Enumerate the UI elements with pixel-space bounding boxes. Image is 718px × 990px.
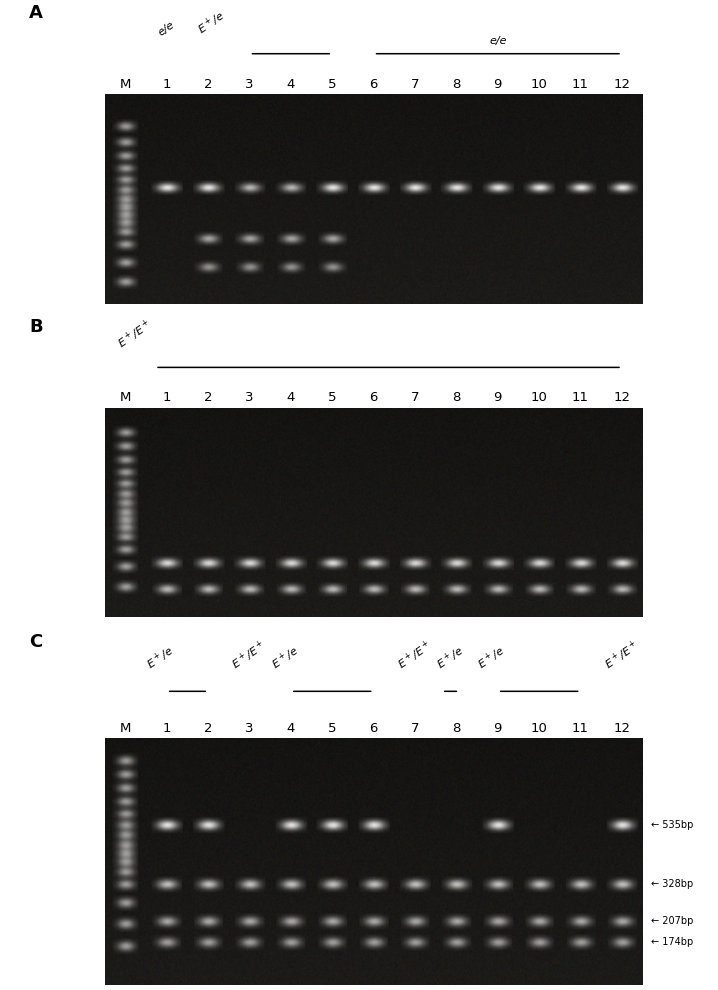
Text: $E^+$/e: $E^+$/e	[269, 643, 302, 673]
Text: 5: 5	[328, 391, 337, 405]
Text: 6: 6	[370, 78, 378, 91]
Text: 3: 3	[246, 722, 253, 735]
Text: $E^+$/e: $E^+$/e	[434, 643, 467, 673]
Text: 5: 5	[328, 722, 337, 735]
Text: 3: 3	[246, 78, 253, 91]
Text: 2: 2	[204, 391, 213, 405]
Text: $E^+$/$E^+$: $E^+$/$E^+$	[114, 317, 155, 352]
Text: $E^+$/e: $E^+$/e	[194, 8, 228, 39]
Text: 12: 12	[613, 391, 630, 405]
Text: 2: 2	[204, 722, 213, 735]
Text: M: M	[120, 78, 131, 91]
Text: 8: 8	[452, 391, 460, 405]
Text: 11: 11	[572, 391, 589, 405]
Text: 8: 8	[452, 722, 460, 735]
Text: ← 535bp: ← 535bp	[651, 820, 694, 830]
Text: $E^+$/e: $E^+$/e	[144, 643, 178, 673]
Text: C: C	[29, 634, 42, 651]
Text: 1: 1	[162, 722, 171, 735]
Text: 10: 10	[531, 722, 548, 735]
Text: $E^+$/$E^+$: $E^+$/$E^+$	[229, 638, 270, 673]
Text: $E^+$/e: $E^+$/e	[475, 643, 509, 673]
Text: 11: 11	[572, 722, 589, 735]
Text: 9: 9	[493, 78, 502, 91]
Text: e/e: e/e	[157, 20, 177, 39]
Text: 4: 4	[286, 722, 295, 735]
Text: 10: 10	[531, 391, 548, 405]
Text: 10: 10	[531, 78, 548, 91]
Text: M: M	[120, 722, 131, 735]
Text: M: M	[120, 391, 131, 405]
Text: 7: 7	[411, 391, 419, 405]
Text: 12: 12	[613, 78, 630, 91]
Text: 4: 4	[286, 78, 295, 91]
Text: ← 174bp: ← 174bp	[651, 937, 694, 946]
Text: A: A	[29, 4, 43, 23]
Text: 1: 1	[162, 391, 171, 405]
Text: 4: 4	[286, 391, 295, 405]
Text: 8: 8	[452, 78, 460, 91]
Text: $E^+$/$E^+$: $E^+$/$E^+$	[602, 638, 643, 673]
Text: B: B	[29, 318, 42, 336]
Text: 12: 12	[613, 722, 630, 735]
Text: 3: 3	[246, 391, 253, 405]
Text: 6: 6	[370, 722, 378, 735]
Text: 11: 11	[572, 78, 589, 91]
Text: 7: 7	[411, 722, 419, 735]
Text: ← 207bp: ← 207bp	[651, 916, 694, 926]
Text: $E^+$/$E^+$: $E^+$/$E^+$	[395, 638, 435, 673]
Text: ← 328bp: ← 328bp	[651, 879, 694, 889]
Text: 5: 5	[328, 78, 337, 91]
Text: 9: 9	[493, 722, 502, 735]
Text: 1: 1	[162, 78, 171, 91]
Text: 6: 6	[370, 391, 378, 405]
Text: 7: 7	[411, 78, 419, 91]
Text: 2: 2	[204, 78, 213, 91]
Text: e/e: e/e	[489, 36, 506, 46]
Text: 9: 9	[493, 391, 502, 405]
